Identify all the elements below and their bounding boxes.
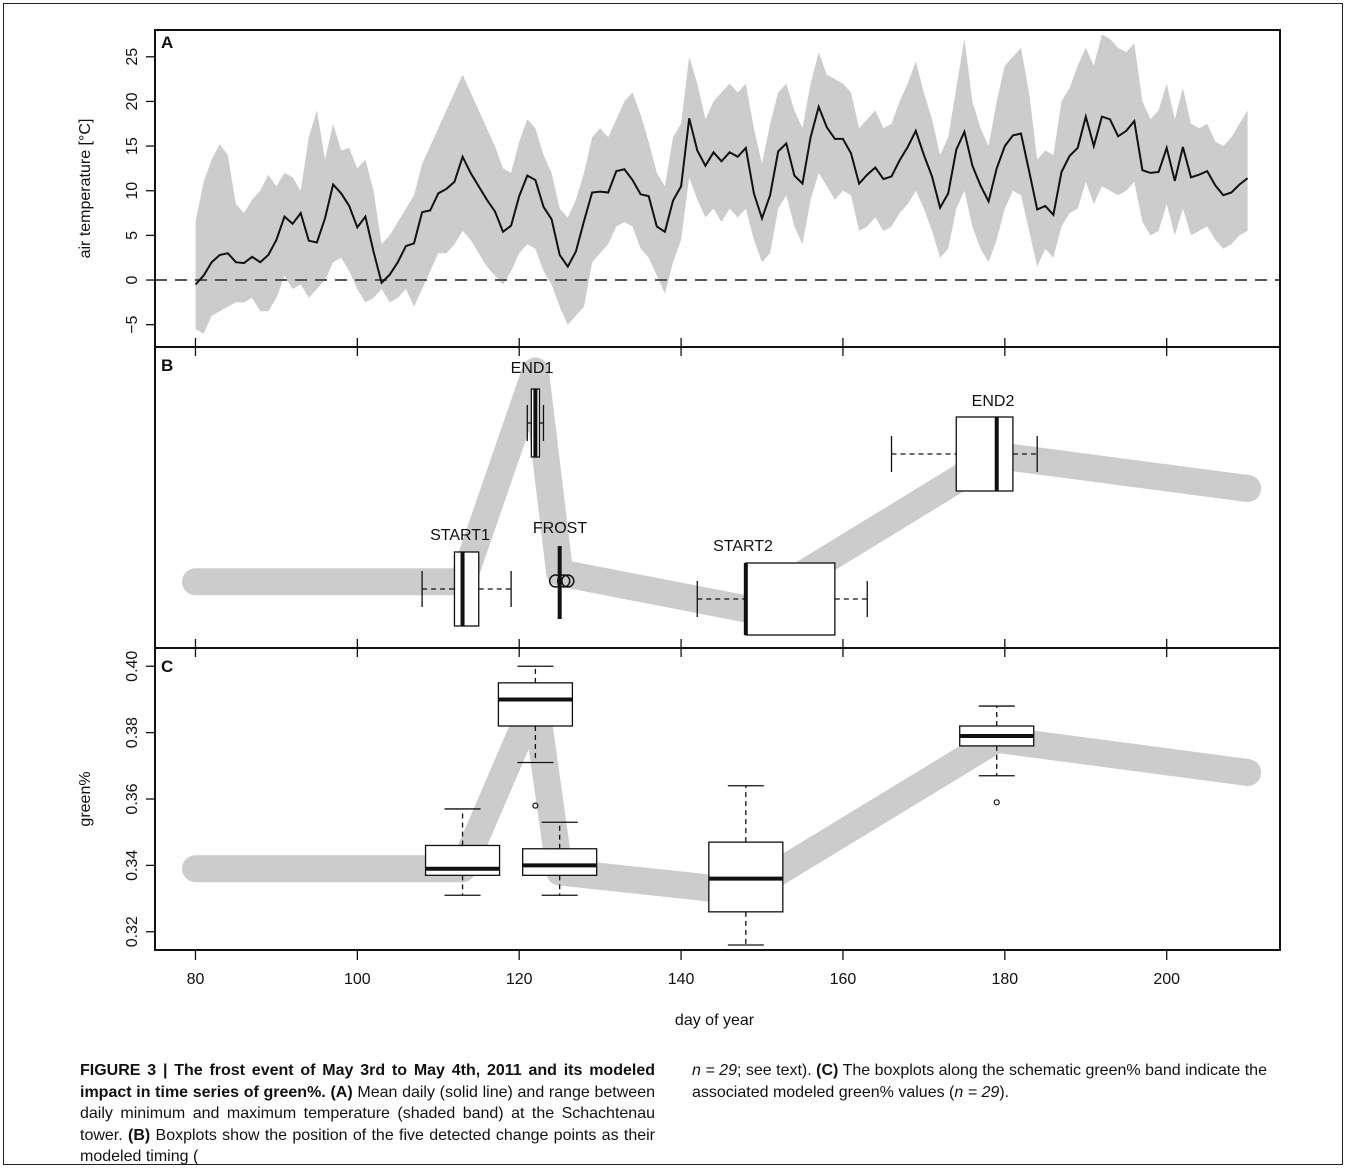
caption-right: n = 29; see text). (C) The boxplots alon… — [692, 1060, 1267, 1103]
boxplot-start1: START1 — [421, 527, 512, 627]
caption-text-b2: ; see text). — [736, 1062, 812, 1079]
y-tick-label: 20 — [124, 92, 141, 110]
boxplot-label: START2 — [713, 538, 773, 555]
caption-label-c: (C) — [816, 1062, 839, 1079]
caption-label-b: (B) — [128, 1126, 151, 1144]
mean-temperature-line — [194, 103, 1249, 286]
y-tick-label: 0.40 — [124, 651, 141, 682]
green-boxplot — [424, 808, 501, 896]
caption-text-a: Mean daily (solid line) and range betwee… — [80, 1083, 656, 1144]
x-tick-label: 160 — [830, 971, 857, 988]
boxplot-box — [522, 848, 598, 876]
caption-text-b-n-wrap: n = 29; see text). — [692, 1062, 812, 1079]
caption-n-b: n = 29 — [692, 1062, 737, 1079]
caption-text-c1: The boxplots along the schematic green% … — [692, 1062, 1267, 1101]
y-tick-label: 5 — [124, 231, 141, 240]
boxplot-box — [745, 562, 836, 636]
schematic-band — [182, 357, 1262, 623]
y-tick-label: 0.32 — [124, 916, 141, 947]
boxplot-outlier — [993, 799, 1000, 806]
boxplot-label: FROST — [533, 520, 587, 537]
boxplot-box — [453, 551, 480, 627]
boxplot-box — [424, 844, 501, 876]
panel-frame — [154, 647, 1281, 951]
panel-label: A — [161, 33, 173, 52]
y-tick-label: 15 — [124, 137, 141, 155]
green-boxplot — [497, 665, 574, 809]
x-axis-label: day of year — [675, 1012, 755, 1029]
x-tick-label: 200 — [1153, 971, 1180, 988]
boxplot-outlier — [561, 574, 575, 588]
x-tick-label: 100 — [344, 971, 371, 988]
boxplot-end1: END1 — [511, 360, 554, 458]
boxplot-label: END2 — [972, 393, 1015, 410]
boxplot-label: END1 — [511, 360, 554, 377]
y-tick-label: 25 — [124, 48, 141, 66]
y-tick-label: 0 — [124, 275, 141, 284]
y-axis-label: green% — [77, 771, 94, 826]
figure-frame — [3, 3, 1343, 1165]
x-tick-label: 140 — [668, 971, 695, 988]
caption-text-c2: ). — [999, 1083, 1010, 1101]
boxplot-outlier — [532, 802, 539, 809]
chart-figure: −5 0 5 10 15 20 25 air temperature [°C] A START1 E… — [77, 29, 1281, 1029]
y-tick-label: −5 — [124, 315, 141, 333]
boxplot-label: START1 — [430, 527, 490, 544]
panel-a: −5 0 5 10 15 20 25 air temperature [°C] A — [77, 33, 1280, 334]
caption-n-c: n = 29 — [954, 1083, 1000, 1101]
caption-heading: FIGURE 3 | The frost event of May 3rd to… — [80, 1062, 655, 1101]
boxplot-end2: END2 — [890, 393, 1038, 492]
temperature-range-band — [195, 34, 1248, 334]
panel-label: B — [161, 356, 173, 375]
boxplot-start2: START2 — [696, 538, 868, 636]
boxplot-frost: FROST — [533, 520, 587, 619]
boxplot-outlier — [556, 574, 571, 588]
green-boxplot — [959, 705, 1035, 806]
y-tick-label: 10 — [124, 182, 141, 200]
caption-left: FIGURE 3 | The frost event of May 3rd to… — [80, 1060, 655, 1168]
boxplot-box — [955, 416, 1014, 492]
x-tick-label: 80 — [187, 971, 205, 988]
panel-c: 0.32 0.34 0.36 0.38 0.40 green% C — [77, 651, 1262, 947]
y-tick-label: 0.38 — [124, 717, 141, 748]
panel-label: C — [161, 657, 173, 676]
caption-label-a: (A) — [330, 1083, 353, 1101]
green-boxplot — [522, 821, 598, 896]
x-tick-label: 180 — [991, 971, 1018, 988]
caption-text-b1: Boxplots show the position of the five d… — [80, 1126, 656, 1166]
y-tick-label: 0.36 — [124, 783, 141, 814]
y-tick-label: 0.34 — [124, 850, 141, 881]
x-tick-label: 120 — [506, 971, 533, 988]
panel-b: START1 END1 FROST START2 END2 B — [161, 356, 1262, 636]
green-boxplot — [708, 785, 784, 946]
boxplot-box — [497, 682, 574, 727]
y-axis-label: air temperature [°C] — [77, 119, 94, 259]
